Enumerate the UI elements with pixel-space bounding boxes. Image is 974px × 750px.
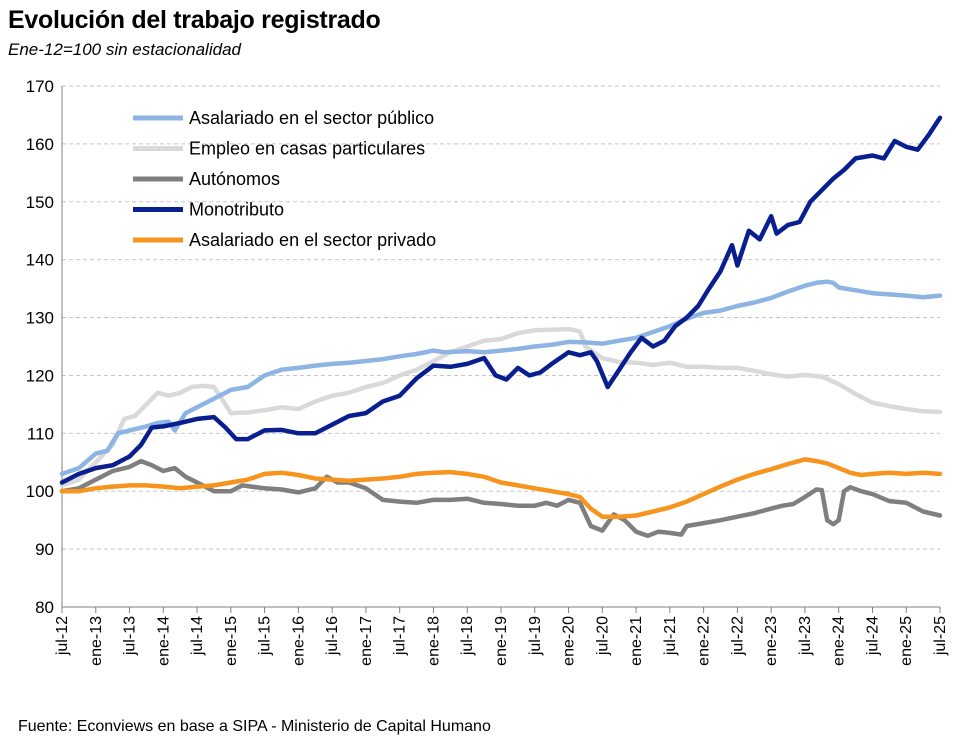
legend-label: Monotributo [189,200,284,220]
x-tick-label: jul-16 [324,616,341,656]
x-tick-label: jul-14 [189,616,206,656]
x-tick-label: jul-23 [797,616,814,656]
source-note: Fuente: Econviews en base a SIPA - Minis… [18,718,491,735]
legend-label: Asalariado en el sector público [189,108,434,128]
x-tick-label: jul-25 [932,616,949,656]
y-tick-label: 90 [35,540,54,559]
x-tick-label: ene-14 [155,616,172,666]
series-lines [59,115,943,539]
x-tick-label: ene-18 [425,616,442,666]
x-tick-label: jul-13 [122,616,139,656]
x-tick-label: ene-24 [831,616,848,666]
x-tick-label: ene-17 [358,616,375,666]
y-tick-label: 150 [26,193,54,212]
x-tick-label: ene-25 [898,616,915,666]
x-tick-label: jul-18 [459,616,476,656]
x-tick-label: ene-13 [88,616,105,666]
x-tick-label: ene-21 [628,616,645,666]
legend-label: Autónomos [189,169,280,189]
series-line [59,458,943,539]
y-tick-label: 140 [26,251,54,270]
series-line [59,279,943,477]
legend: Asalariado en el sector público Empleo en… [133,108,436,250]
x-tick-label: jul-19 [527,616,544,656]
x-tick-label: jul-12 [54,616,71,656]
series-line [59,115,943,485]
x-tick-label: jul-21 [662,616,679,656]
x-tick-label: jul-22 [729,616,746,656]
x-tick-label: ene-16 [290,616,307,666]
y-tick-label: 100 [26,482,54,501]
x-tick-label: ene-19 [493,616,510,666]
y-tick-label: 170 [26,77,54,96]
x-tick-label: ene-23 [763,616,780,666]
x-tick-label: jul-20 [594,616,611,656]
legend-label: Asalariado en el sector privado [189,230,436,250]
x-tick-label: jul-17 [392,616,409,656]
y-axis: 80 90 100 110 120 130 140 150 160 170 [26,77,63,617]
x-axis: jul-12 ene-13 jul-13 ene-14 jul-14 ene-15 jul-… [54,606,949,666]
chart-subtitle: Ene-12=100 sin estacionalidad [8,40,241,59]
y-tick-label: 130 [26,309,54,328]
series-line [59,326,943,488]
x-tick-label: ene-20 [561,616,578,666]
chart-title: Evolución del trabajo registrado [8,6,381,34]
series-line [59,457,943,519]
x-tick-label: jul-15 [257,616,274,656]
x-tick-label: ene-22 [696,616,713,666]
x-tick-label: ene-15 [223,616,240,666]
y-tick-label: 80 [35,598,54,617]
y-tick-label: 160 [26,135,54,154]
legend-label: Empleo en casas particulares [189,139,425,159]
y-tick-label: 120 [26,366,54,385]
y-tick-label: 110 [27,424,54,443]
x-tick-label: jul-24 [864,616,881,656]
